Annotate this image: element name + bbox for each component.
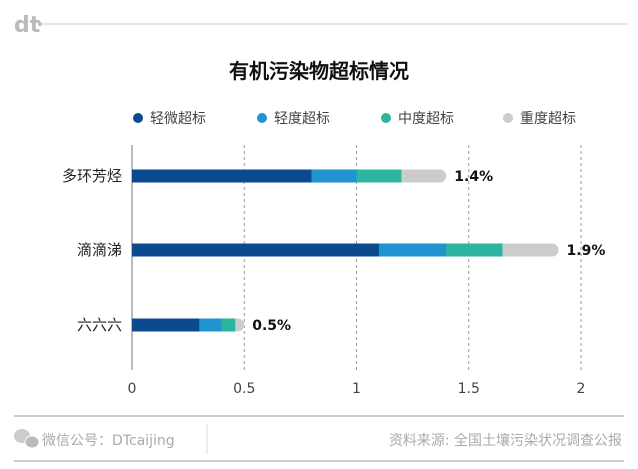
category-label: 六六六 bbox=[77, 316, 122, 334]
logo: dt bbox=[14, 13, 41, 38]
bar-segment bbox=[388, 169, 447, 183]
legend-marker bbox=[133, 113, 143, 123]
x-axis: 0 0.5 1 1.5 2 bbox=[128, 381, 586, 397]
chart-title: 有机污染物超标情况 bbox=[229, 59, 409, 83]
bars: 多环芳烃 1.4% 滴滴涕 1.9% 六六六 0.5% bbox=[62, 167, 605, 334]
total-label: 0.5% bbox=[252, 318, 291, 334]
bar-segment bbox=[311, 169, 357, 183]
category-label: 滴滴涕 bbox=[77, 241, 122, 259]
bar-segment bbox=[356, 169, 402, 183]
x-tick-label: 2 bbox=[577, 381, 586, 397]
bar-segment bbox=[199, 318, 222, 332]
bar-segment bbox=[132, 169, 312, 183]
legend-marker bbox=[257, 113, 267, 123]
category-label: 多环芳烃 bbox=[62, 167, 122, 185]
x-tick-label: 0 bbox=[128, 381, 137, 397]
total-label: 1.4% bbox=[454, 169, 493, 185]
bar-segment bbox=[489, 243, 559, 257]
legend-label: 中度超标 bbox=[398, 111, 454, 127]
legend-label: 轻度超标 bbox=[274, 111, 330, 127]
legend-marker bbox=[503, 113, 513, 123]
bar-segment bbox=[378, 243, 447, 257]
wechat-account: 微信公号：DTcaijing bbox=[42, 433, 175, 449]
legend: 轻微超标 轻度超标 中度超标 重度超标 bbox=[133, 111, 576, 127]
bar-segment bbox=[132, 243, 379, 257]
x-tick-label: 0.5 bbox=[233, 381, 255, 397]
total-label: 1.9% bbox=[567, 243, 606, 259]
bar-segment bbox=[132, 318, 200, 332]
legend-label: 重度超标 bbox=[520, 111, 576, 127]
bar-segment bbox=[446, 243, 503, 257]
wechat-icon bbox=[14, 429, 40, 449]
x-tick-label: 1.5 bbox=[458, 381, 480, 397]
legend-marker bbox=[381, 113, 391, 123]
legend-label: 轻微超标 bbox=[150, 111, 206, 127]
bar-segment bbox=[221, 318, 236, 332]
data-source: 资料来源: 全国土壤污染状况调查公报 bbox=[389, 432, 622, 449]
x-tick-label: 1 bbox=[352, 381, 361, 397]
